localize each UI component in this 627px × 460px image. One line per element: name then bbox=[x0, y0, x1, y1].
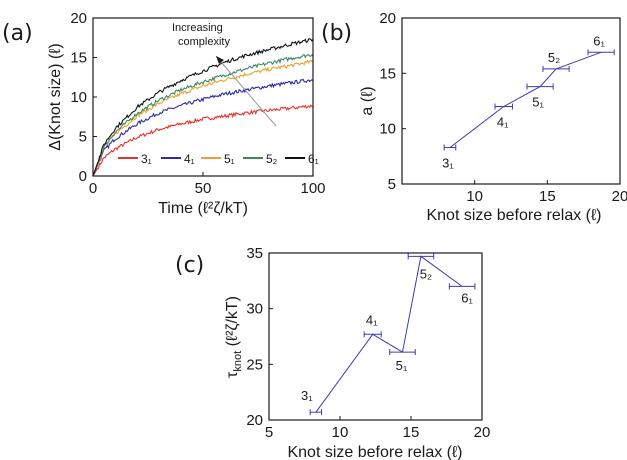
panel-b-ytick-label: 10 bbox=[379, 121, 396, 138]
panel-a-xlabel: Time (ℓ²ζ/kT) bbox=[158, 200, 248, 217]
panel-a-ytick-label: 20 bbox=[70, 10, 87, 27]
panel-c-errorbar bbox=[448, 283, 476, 290]
panel-b-point-label: 5₂ bbox=[548, 50, 560, 65]
panel-c-xtick-label: 15 bbox=[403, 424, 420, 441]
panel-c-ytick-label: 25 bbox=[246, 356, 263, 373]
panel-c-xtick-label: 20 bbox=[474, 424, 491, 441]
panel-a-ytick-label: 15 bbox=[70, 50, 87, 67]
panel-a-ytick-label: 0 bbox=[79, 168, 87, 185]
panel-c-errorbar bbox=[407, 253, 435, 260]
panel-b-connector-line bbox=[449, 51, 602, 148]
panel-a-legend: 3₁ 4₁ 5₁ 5₂ 6₁ bbox=[118, 152, 319, 166]
panel-c-xlabel: Knot size before relax (ℓ) bbox=[287, 444, 462, 460]
series-line-1 bbox=[92, 78, 314, 177]
series-line-0 bbox=[92, 104, 313, 177]
panel-c-ylabel: τknot (ℓ²ζ/kT) bbox=[224, 296, 244, 378]
panel-b: (b) 10 15 20 5 10 15 20 3₁ 4₁ 5₁ 5₂ 6₁ Knot size be… bbox=[321, 10, 627, 224]
panel-b-ytick-label: 15 bbox=[379, 65, 396, 82]
series-line-3 bbox=[92, 54, 314, 177]
panel-c-axes-frame bbox=[268, 252, 483, 421]
panel-b-ytick-label: 5 bbox=[388, 176, 396, 193]
panel-b-errorbar bbox=[494, 103, 513, 110]
panel-c-ytick-label: 30 bbox=[246, 301, 263, 318]
panel-b-errorbar bbox=[526, 83, 554, 90]
series-line-2 bbox=[92, 59, 314, 177]
panel-a-axes-frame bbox=[92, 17, 314, 177]
panel-b-xtick-label: 15 bbox=[539, 188, 556, 205]
annotation-line-2: complexity bbox=[178, 36, 230, 48]
panel-b-errorbar bbox=[542, 65, 570, 72]
panel-b-point-label: 4₁ bbox=[497, 115, 509, 130]
panel-c-errorbar bbox=[309, 409, 323, 416]
panel-a-ytick-label: 5 bbox=[79, 129, 87, 146]
panel-c: (c) 5 10 15 20 20 25 30 35 3₁ 4₁ 5₁ 5₂ 6₁ Knot size … bbox=[175, 245, 490, 460]
panel-c-point-label: 5₂ bbox=[420, 266, 432, 281]
panel-c-xtick-label: 10 bbox=[332, 424, 349, 441]
panel-c-errorbar bbox=[363, 331, 382, 338]
legend-label-0: 3₁ bbox=[141, 152, 152, 166]
series-line-4 bbox=[92, 38, 314, 177]
complexity-arrow bbox=[215, 55, 277, 127]
panel-a-xtick-label: 50 bbox=[195, 180, 212, 197]
panel-b-errorbar bbox=[587, 49, 615, 56]
panel-c-xtick-label: 5 bbox=[265, 424, 273, 441]
panel-b-point-label: 3₁ bbox=[442, 155, 454, 170]
panel-a-xtick-label: 100 bbox=[300, 180, 325, 197]
panel-c-point-label: 3₁ bbox=[301, 388, 313, 403]
panel-b-ylabel: a (ℓ) bbox=[359, 86, 376, 115]
panel-c-point-label: 6₁ bbox=[461, 290, 473, 305]
panel-c-point-label: 4₁ bbox=[366, 312, 378, 327]
panel-a-label: (a) bbox=[2, 21, 33, 46]
panel-b-xtick-label: 10 bbox=[466, 188, 483, 205]
panel-b-axes-frame bbox=[401, 17, 621, 185]
panel-b-ytick-label: 20 bbox=[379, 10, 396, 27]
panel-b-point-label: 5₁ bbox=[532, 95, 544, 110]
annotation-line-1: Increasing bbox=[172, 22, 223, 34]
legend-label-1: 4₁ bbox=[184, 152, 195, 166]
panel-b-point-label: 6₁ bbox=[593, 33, 605, 48]
panel-a-ytick-label: 10 bbox=[70, 89, 87, 106]
panel-a: (a) 0 50 100 0 5 10 15 20 Time (ℓ²ζ/kT) Δ(Knot … bbox=[2, 10, 326, 217]
legend-label-4: 6₁ bbox=[308, 152, 319, 166]
panel-c-point-label: 5₁ bbox=[396, 358, 408, 373]
panel-b-xlabel: Knot size before relax (ℓ) bbox=[426, 207, 601, 224]
panel-b-label: (b) bbox=[321, 21, 352, 46]
panel-c-label: (c) bbox=[175, 253, 204, 278]
panel-c-errorbar bbox=[389, 349, 416, 356]
panel-b-errorbar bbox=[443, 144, 457, 151]
legend-label-3: 5₂ bbox=[266, 152, 278, 166]
panel-c-ytick-label: 35 bbox=[246, 245, 263, 262]
panel-c-ytick-label: 20 bbox=[246, 412, 263, 429]
panel-b-xtick-label: 20 bbox=[612, 188, 627, 205]
panel-a-xtick-label: 0 bbox=[89, 180, 97, 197]
legend-label-2: 5₁ bbox=[224, 152, 235, 166]
complexity-arrowhead bbox=[216, 56, 224, 64]
panel-c-connector-line bbox=[315, 255, 463, 413]
panel-a-ylabel: Δ(Knot size) (ℓ) bbox=[47, 43, 64, 150]
